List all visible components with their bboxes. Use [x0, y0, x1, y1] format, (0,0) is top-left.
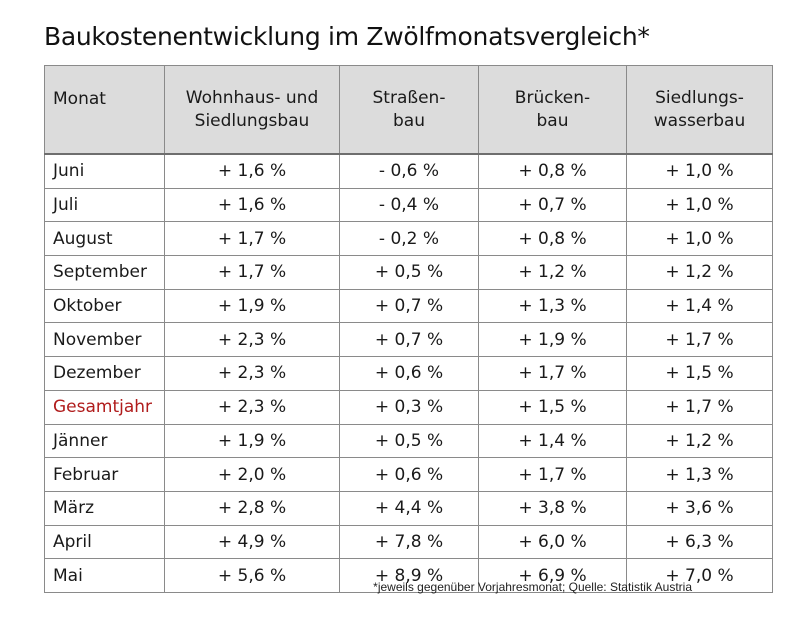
table-row: September + 1,7 % + 0,5 % + 1,2 % + 1,2 %	[44, 255, 773, 290]
column-header-line: bau	[393, 110, 425, 131]
table-cell-value: - 0,2 %	[339, 221, 479, 257]
table-cell-value: + 2,3 %	[164, 322, 340, 358]
table-cell-value: + 0,7 %	[339, 322, 479, 358]
table-cell-value: + 1,2 %	[478, 255, 627, 290]
table-cell-value: + 1,0 %	[626, 153, 773, 189]
column-header-brueckenbau: Brücken- bau	[478, 65, 627, 155]
row-month-label: Jänner	[44, 423, 165, 459]
table-cell-value: + 1,0 %	[626, 187, 773, 223]
column-header-wohnhaus: Wohnhaus- und Siedlungsbau	[164, 65, 340, 155]
table-cell-value: + 1,0 %	[626, 221, 773, 257]
table-cell-value: + 1,3 %	[478, 288, 627, 324]
table-cell-value: + 1,5 %	[478, 389, 627, 425]
table-cell-value: + 6,9 %	[478, 558, 627, 593]
table-cell-value: + 2,3 %	[164, 356, 340, 391]
source-note: *jeweils gegenüber Vorjahresmonat; Quell…	[373, 580, 692, 594]
header-row: Monat Wohnhaus- und Siedlungsbau Straßen…	[44, 65, 773, 155]
table-row: Jänner + 1,9 % + 0,5 % + 1,4 % + 1,2 %	[44, 423, 773, 459]
table-row: Dezember + 2,3 % + 0,6 % + 1,7 % + 1,5 %	[44, 356, 773, 391]
column-header-line: Siedlungsbau	[194, 110, 310, 131]
row-month-label: Mai	[44, 558, 165, 593]
table-cell-value: + 1,7 %	[164, 255, 340, 290]
table-cell-value: + 1,7 %	[164, 221, 340, 257]
table-cell-value: + 1,2 %	[626, 255, 773, 290]
row-month-label: September	[44, 255, 165, 290]
table-cell-value: + 7,0 %	[626, 558, 773, 593]
table-cell-value: + 1,7 %	[478, 457, 627, 492]
table-row: Februar + 2,0 % + 0,6 % + 1,7 % + 1,3 %	[44, 457, 773, 492]
column-header-line: Straßen-	[372, 87, 446, 108]
table-cell-value: + 1,9 %	[164, 288, 340, 324]
table-cell-value: + 0,6 %	[339, 457, 479, 492]
table-cell-value: + 1,2 %	[626, 423, 773, 459]
column-header-monat: Monat	[44, 65, 165, 155]
table-row: April + 4,9 % + 7,8 % + 6,0 % + 6,3 %	[44, 524, 773, 560]
table-row: Juni + 1,6 % - 0,6 % + 0,8 % + 1,0 %	[44, 153, 773, 189]
cost-table: Monat Wohnhaus- und Siedlungsbau Straßen…	[44, 65, 773, 593]
column-header-line: Siedlungs-	[655, 87, 744, 108]
column-header-siedlungswasserbau: Siedlungs- wasserbau	[626, 65, 773, 155]
row-month-label: Juli	[44, 187, 165, 223]
page-title: Baukostenentwicklung im Zwölfmonatsvergl…	[44, 22, 650, 51]
table-cell-value: + 4,4 %	[339, 490, 479, 526]
table-cell-value: + 0,8 %	[478, 153, 627, 189]
column-header-line: Brücken-	[514, 87, 591, 108]
column-header-line: bau	[536, 110, 569, 131]
column-header-line: wasserbau	[653, 110, 746, 131]
table-cell-value: + 1,6 %	[164, 187, 340, 223]
column-header-strassenbau: Straßen- bau	[339, 65, 479, 155]
table-cell-value: + 0,8 %	[478, 221, 627, 257]
table-cell-value: + 3,8 %	[478, 490, 627, 526]
row-month-label: November	[44, 322, 165, 358]
table-cell-value: + 2,8 %	[164, 490, 340, 526]
table-header: Monat Wohnhaus- und Siedlungsbau Straßen…	[44, 65, 773, 155]
table-cell-value: + 0,7 %	[339, 288, 479, 324]
row-month-label: Juni	[44, 153, 165, 189]
table-cell-value: - 0,4 %	[339, 187, 479, 223]
row-month-label: August	[44, 221, 165, 257]
table-cell-value: + 5,6 %	[164, 558, 340, 593]
table-cell-value: + 1,9 %	[478, 322, 627, 358]
row-month-label: Gesamtjahr	[44, 389, 165, 425]
table-cell-value: - 0,6 %	[339, 153, 479, 189]
table-cell-value: + 3,6 %	[626, 490, 773, 526]
table-cell-value: + 2,3 %	[164, 389, 340, 425]
table-cell-value: + 0,7 %	[478, 187, 627, 223]
row-month-label: Oktober	[44, 288, 165, 324]
table-cell-value: + 0,5 %	[339, 255, 479, 290]
table-cell-value: + 2,0 %	[164, 457, 340, 492]
table-row: August + 1,7 % - 0,2 % + 0,8 % + 1,0 %	[44, 221, 773, 257]
table-cell-value: + 0,5 %	[339, 423, 479, 459]
table-cell-value: + 0,3 %	[339, 389, 479, 425]
row-month-label: Dezember	[44, 356, 165, 391]
table-cell-value: + 1,7 %	[478, 356, 627, 391]
table-cell-value: + 6,0 %	[478, 524, 627, 560]
table-cell-value: + 1,6 %	[164, 153, 340, 189]
row-month-label: März	[44, 490, 165, 526]
column-header-line: Monat	[53, 89, 106, 109]
table-cell-value: + 1,5 %	[626, 356, 773, 391]
table-cell-value: + 1,7 %	[626, 389, 773, 425]
table-cell-value: + 1,9 %	[164, 423, 340, 459]
row-month-label: Februar	[44, 457, 165, 492]
table-row: März + 2,8 % + 4,4 % + 3,8 % + 3,6 %	[44, 490, 773, 526]
table-row: November + 2,3 % + 0,7 % + 1,9 % + 1,7 %	[44, 322, 773, 358]
table-cell-value: + 6,3 %	[626, 524, 773, 560]
table-cell-value: + 1,4 %	[478, 423, 627, 459]
table-cell-value: + 0,6 %	[339, 356, 479, 391]
column-header-line: Wohnhaus- und	[185, 87, 319, 108]
table-cell-value: + 1,7 %	[626, 322, 773, 358]
table-body: Juni + 1,6 % - 0,6 % + 0,8 % + 1,0 % Juli + 1,…	[44, 153, 773, 593]
table-cell-value: + 7,8 %	[339, 524, 479, 560]
table-row: Gesamtjahr + 2,3 % + 0,3 % + 1,5 % + 1,7 %	[44, 389, 773, 425]
table-cell-value: + 4,9 %	[164, 524, 340, 560]
table-cell-value: + 1,3 %	[626, 457, 773, 492]
table-row: Juli + 1,6 % - 0,4 % + 0,7 % + 1,0 %	[44, 187, 773, 223]
table-row: Oktober + 1,9 % + 0,7 % + 1,3 % + 1,4 %	[44, 288, 773, 324]
table-cell-value: + 1,4 %	[626, 288, 773, 324]
row-month-label: April	[44, 524, 165, 560]
table-row: Mai + 5,6 % + 8,9 % + 6,9 % + 7,0 %	[44, 558, 773, 593]
